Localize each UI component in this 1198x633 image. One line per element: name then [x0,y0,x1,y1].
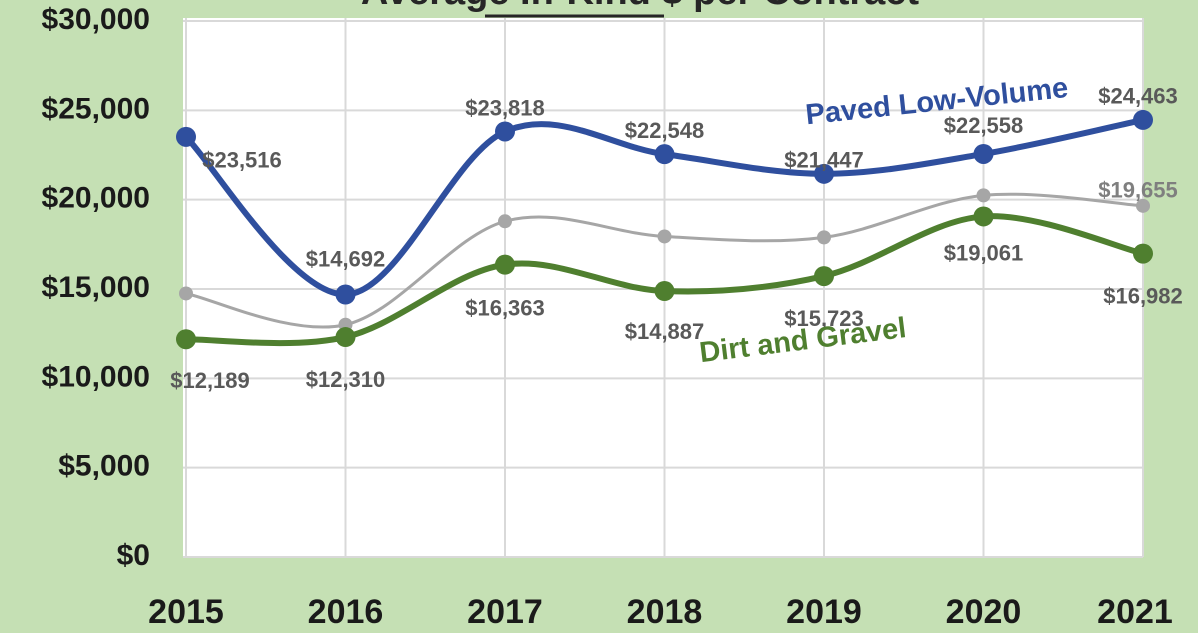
marker [657,229,672,244]
marker [1136,198,1150,213]
data-label: $12,310 [306,367,386,392]
data-label: $16,982 [1103,283,1183,308]
x-tick-label: 2020 [946,593,1022,631]
data-label: $21,447 [784,148,864,173]
data-label: $23,516 [202,148,282,173]
y-tick-label: $15,000 [42,271,150,304]
data-label: $14,692 [306,246,386,271]
marker [1133,243,1153,264]
y-tick-label: $5,000 [58,450,150,483]
marker [814,266,834,287]
y-tick-label: $0 [117,539,150,572]
data-label: $19,061 [944,240,1024,265]
marker [176,126,196,147]
data-label: $22,558 [944,113,1024,138]
data-label: $23,818 [465,95,545,120]
marker [495,121,515,142]
marker [335,327,356,348]
x-tick-label: 2021 [1097,593,1173,631]
data-label: $24,463 [1098,84,1178,109]
marker [495,254,515,275]
data-label: $12,189 [170,368,250,393]
marker [654,144,675,165]
marker [654,281,675,302]
marker [179,286,193,301]
marker [973,206,994,227]
x-tick-label: 2015 [148,593,224,631]
data-label: $16,363 [465,295,545,320]
marker [1133,109,1153,130]
marker [498,214,512,229]
data-label: $14,887 [625,319,705,344]
y-tick-label: $10,000 [42,360,150,393]
chart-title: Average In-Kind $ per Contract [361,0,919,13]
marker [973,143,994,164]
x-tick-label: 2016 [308,593,384,631]
x-tick-label: 2019 [786,593,862,631]
data-label: $15,723 [784,306,864,331]
data-label: $19,655 [1098,178,1178,203]
y-tick-label: $25,000 [42,92,150,125]
x-tick-label: 2018 [627,593,703,631]
y-tick-label: $30,000 [42,3,150,36]
marker [335,284,356,305]
marker [176,329,196,350]
marker [976,188,991,203]
marker [814,163,834,184]
data-label: $22,548 [625,118,705,143]
x-tick-label: 2017 [467,593,543,631]
y-tick-label: $20,000 [42,182,150,215]
marker [817,230,831,245]
